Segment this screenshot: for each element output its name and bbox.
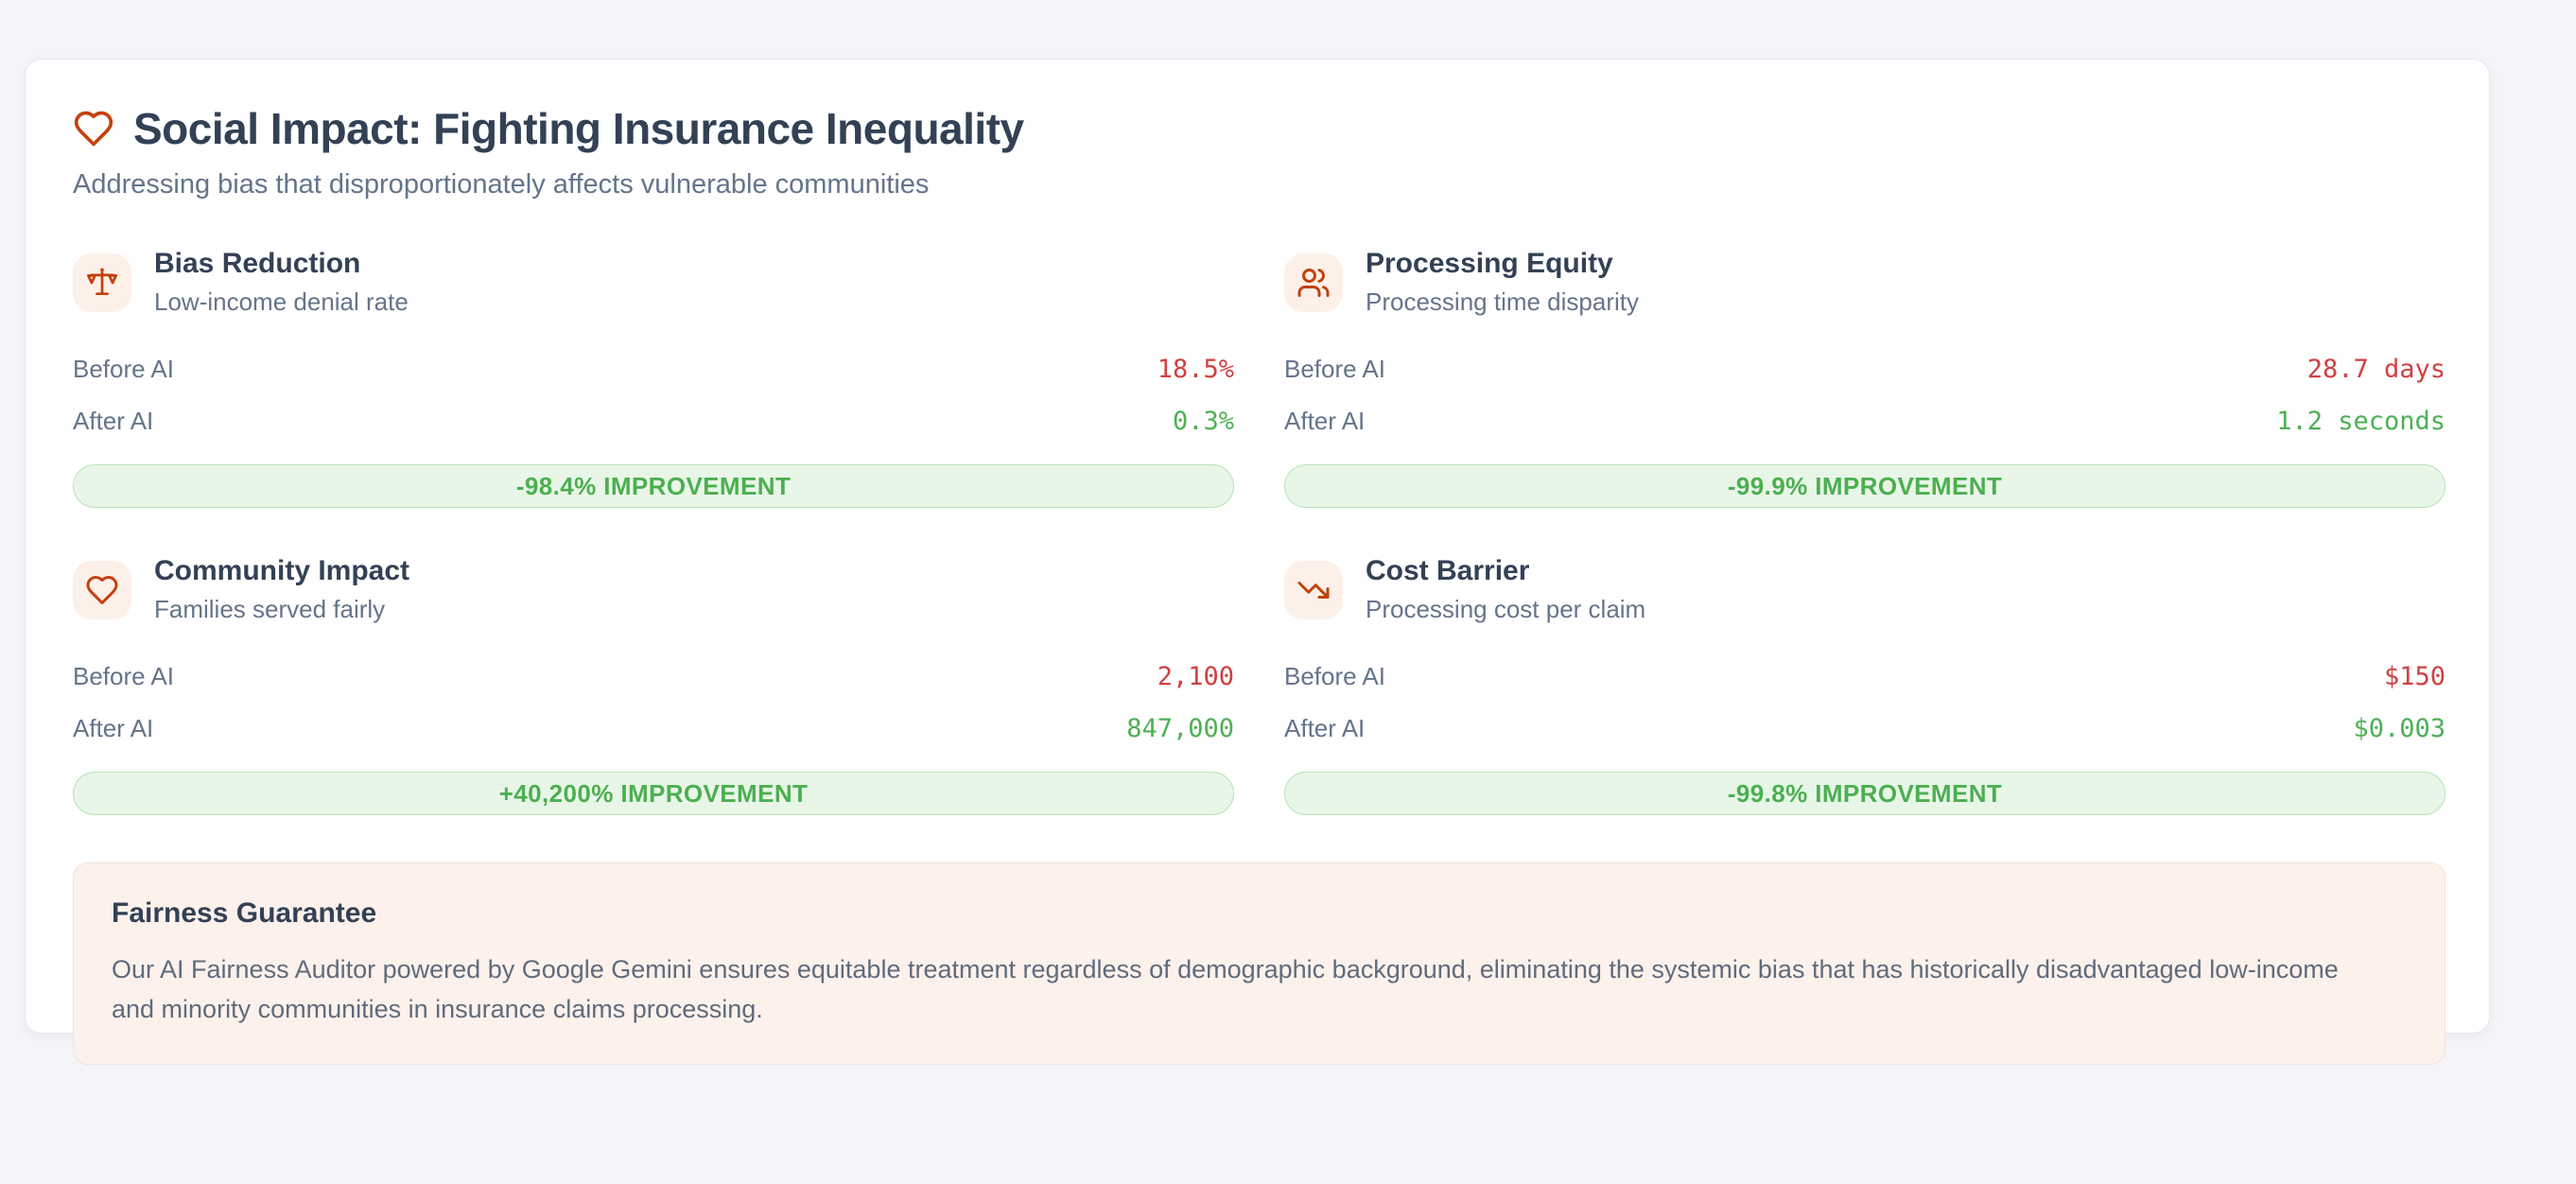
before-ai-label: Before AI <box>73 355 174 383</box>
after-ai-row: After AI 847,000 <box>73 703 1234 755</box>
before-ai-row: Before AI $150 <box>1284 651 2445 703</box>
metric-subtitle: Families served fairly <box>154 595 386 623</box>
before-ai-value: 18.5% <box>1157 355 1234 384</box>
scale-icon <box>73 252 131 312</box>
metric-heading-text: Bias Reduction Low-income denial rate <box>154 248 409 317</box>
metric-subtitle: Processing time disparity <box>1366 287 1639 316</box>
before-ai-row: Before AI 2,100 <box>73 651 1234 703</box>
after-ai-row: After AI $0.003 <box>1284 703 2445 755</box>
metric-heading-text: Community Impact Families served fairly <box>154 555 409 624</box>
after-ai-value: 847,000 <box>1126 714 1234 743</box>
fairness-body: Our AI Fairness Auditor powered by Googl… <box>112 955 2339 1023</box>
metric-header: Bias Reduction Low-income denial rate <box>73 248 1234 317</box>
before-ai-row: Before AI 28.7 days <box>1284 343 2445 395</box>
after-ai-value: $0.003 <box>2353 714 2445 743</box>
metric-heading-text: Processing Equity Processing time dispar… <box>1366 248 1639 317</box>
metric-rows: Before AI 18.5% After AI 0.3% <box>73 343 1234 447</box>
before-ai-value: 2,100 <box>1157 662 1234 691</box>
page-subtitle: Addressing bias that disproportionately … <box>73 169 930 200</box>
after-ai-row: After AI 1.2 seconds <box>1284 395 2445 447</box>
metric-title: Community Impact <box>154 555 410 586</box>
metric-processing-equity: Processing Equity Processing time dispar… <box>1284 248 2445 508</box>
page-title: Social Impact: Fighting Insurance Inequa… <box>133 104 1024 153</box>
after-ai-row: After AI 0.3% <box>73 395 1234 447</box>
metric-rows: Before AI 28.7 days After AI 1.2 seconds <box>1284 343 2445 447</box>
users-icon <box>1284 252 1343 312</box>
heart-icon <box>73 108 114 149</box>
metrics-grid: Bias Reduction Low-income denial rate Be… <box>73 248 2445 815</box>
metric-rows: Before AI 2,100 After AI 847,000 <box>73 651 1234 755</box>
before-ai-label: Before AI <box>1284 355 1385 383</box>
metric-subtitle: Low-income denial rate <box>154 287 409 316</box>
after-ai-label: After AI <box>1284 714 1366 742</box>
metric-header: Community Impact Families served fairly <box>73 555 1234 624</box>
before-ai-label: Before AI <box>1284 662 1385 690</box>
improvement-badge: +40,200% IMPROVEMENT <box>73 772 1234 815</box>
improvement-badge: -99.9% IMPROVEMENT <box>1284 464 2445 508</box>
after-ai-label: After AI <box>73 714 154 742</box>
metric-title: Bias Reduction <box>154 248 361 279</box>
before-ai-value: 28.7 days <box>2306 355 2445 384</box>
page-header: Social Impact: Fighting Insurance Inequa… <box>73 103 2445 154</box>
metric-rows: Before AI $150 After AI $0.003 <box>1284 651 2445 755</box>
metric-header: Cost Barrier Processing cost per claim <box>1284 555 2445 624</box>
fairness-guarantee-box: Fairness Guarantee Our AI Fairness Audit… <box>73 862 2445 1065</box>
after-ai-label: After AI <box>1284 407 1366 435</box>
heart-icon <box>73 560 131 619</box>
trending-down-icon <box>1284 560 1343 619</box>
metric-header: Processing Equity Processing time dispar… <box>1284 248 2445 317</box>
metric-community-impact: Community Impact Families served fairly … <box>73 555 1234 815</box>
metric-cost-barrier: Cost Barrier Processing cost per claim B… <box>1284 555 2445 815</box>
metric-heading-text: Cost Barrier Processing cost per claim <box>1366 555 1645 624</box>
after-ai-value: 0.3% <box>1172 407 1234 436</box>
after-ai-label: After AI <box>73 407 154 435</box>
before-ai-label: Before AI <box>73 662 174 690</box>
metric-bias-reduction: Bias Reduction Low-income denial rate Be… <box>73 248 1234 508</box>
social-impact-card: Social Impact: Fighting Insurance Inequa… <box>25 59 2490 1065</box>
before-ai-row: Before AI 18.5% <box>73 343 1234 395</box>
metric-title: Cost Barrier <box>1366 555 1530 586</box>
after-ai-value: 1.2 seconds <box>2276 407 2445 436</box>
metric-title: Processing Equity <box>1366 248 1613 279</box>
fairness-title: Fairness Guarantee <box>112 897 377 929</box>
metric-subtitle: Processing cost per claim <box>1366 595 1646 623</box>
improvement-badge: -99.8% IMPROVEMENT <box>1284 772 2445 815</box>
improvement-badge: -98.4% IMPROVEMENT <box>73 464 1234 508</box>
before-ai-value: $150 <box>2383 662 2445 691</box>
